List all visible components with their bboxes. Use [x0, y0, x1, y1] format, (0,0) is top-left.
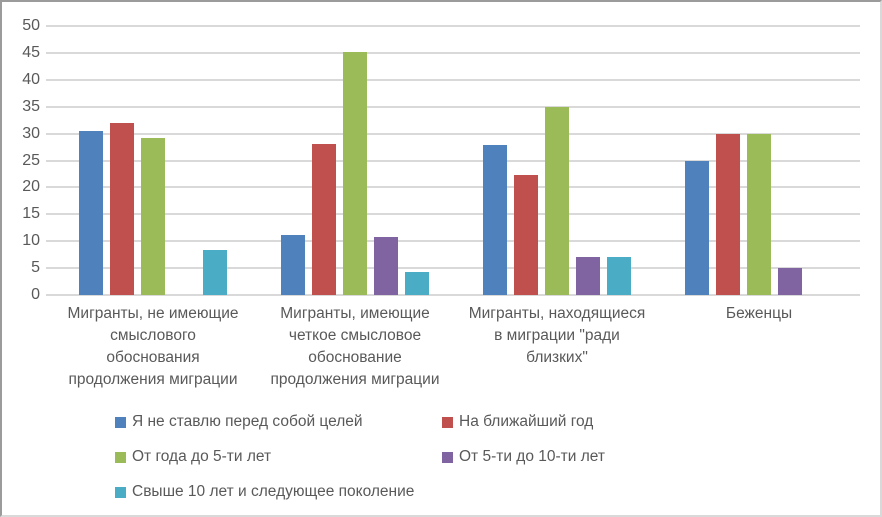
legend-item: Свыше 10 лет и следующее поколение [115, 482, 414, 502]
category-label-line: Мигранты, имеющие [280, 305, 430, 322]
category-label: Мигранты, находящиеся в миграции "ради бли… [456, 303, 658, 369]
y-axis-tick-label: 25 [22, 151, 40, 169]
bar [747, 133, 771, 295]
y-axis-tick-label: 20 [22, 178, 40, 196]
legend-label: От 5-ти до 10-ти лет [459, 448, 605, 465]
category-label-line: Беженцы [725, 305, 793, 322]
y-axis-tick-label: 10 [22, 232, 40, 250]
bar [514, 175, 538, 295]
category-label-line: Мигранты, не имеющие [67, 305, 239, 322]
category-label-line: четкое смысловое [288, 327, 422, 344]
bar [343, 51, 367, 295]
gridline [46, 25, 860, 27]
bar [685, 160, 709, 295]
category-label: Мигранты, не имеющие смыслового обосновани… [52, 303, 254, 391]
legend-item: От 5-ти до 10-ти лет [442, 447, 605, 467]
bar [374, 237, 398, 295]
bar [778, 268, 802, 295]
legend-swatch [115, 486, 126, 498]
gridline [46, 186, 860, 189]
y-axis-tick-label: 45 [22, 43, 40, 61]
category-label-line: Мигранты, находящиеся [468, 305, 646, 322]
bar [79, 131, 103, 295]
gridline [46, 294, 860, 296]
bar [405, 271, 429, 295]
legend-swatch [115, 451, 126, 463]
bar [203, 250, 227, 295]
category-label-line: обоснование [308, 349, 402, 366]
y-axis-tick-label: 30 [22, 124, 40, 142]
bar [576, 257, 600, 295]
category-label-line: в миграции "ради [494, 327, 620, 344]
y-axis-tick-label: 0 [31, 286, 40, 303]
category-label-line: смыслового [110, 327, 196, 344]
category-label: Мигранты, имеющие четкое смысловое обоснов… [254, 303, 456, 391]
gridline [46, 132, 860, 135]
bar [110, 122, 134, 295]
legend-label: Свыше 10 лет и следующее поколение [132, 483, 415, 500]
category-label-line: близких" [526, 349, 588, 366]
category-label-line: продолжения миграции [68, 371, 238, 388]
bar [141, 138, 165, 295]
category-label-line: продолжения миграции [270, 371, 440, 388]
bar [607, 257, 631, 295]
y-axis-tick-label: 50 [22, 17, 40, 34]
gridline [46, 240, 860, 243]
legend-swatch [442, 416, 453, 428]
gridline [46, 51, 860, 54]
category-label: Беженцы [658, 303, 860, 325]
legend-label: От года до 5-ти лет [132, 448, 272, 465]
bar [281, 235, 305, 295]
bar [312, 144, 336, 295]
legend-item: От года до 5-ти лет [115, 447, 271, 467]
bar [483, 145, 507, 295]
y-axis-tick-label: 5 [31, 259, 40, 277]
y-axis-tick-label: 35 [22, 97, 40, 115]
legend-label: Я не ставлю перед собой целей [132, 413, 363, 430]
gridline [46, 78, 860, 81]
legend-label: На ближайший год [459, 413, 594, 430]
gridline [46, 159, 860, 162]
legend-item: На ближайший год [442, 412, 593, 432]
legend-swatch [442, 451, 453, 463]
gridline [46, 213, 860, 216]
gridline [46, 267, 860, 270]
legend-item: Я не ставлю перед собой целей [115, 412, 363, 432]
gridline [46, 105, 860, 108]
legend-swatch [115, 416, 126, 428]
bar [545, 107, 569, 295]
category-label-line: обоснования [106, 349, 200, 366]
bar [716, 133, 740, 295]
y-axis-tick-label: 15 [22, 205, 40, 223]
y-axis-tick-label: 40 [22, 70, 40, 88]
